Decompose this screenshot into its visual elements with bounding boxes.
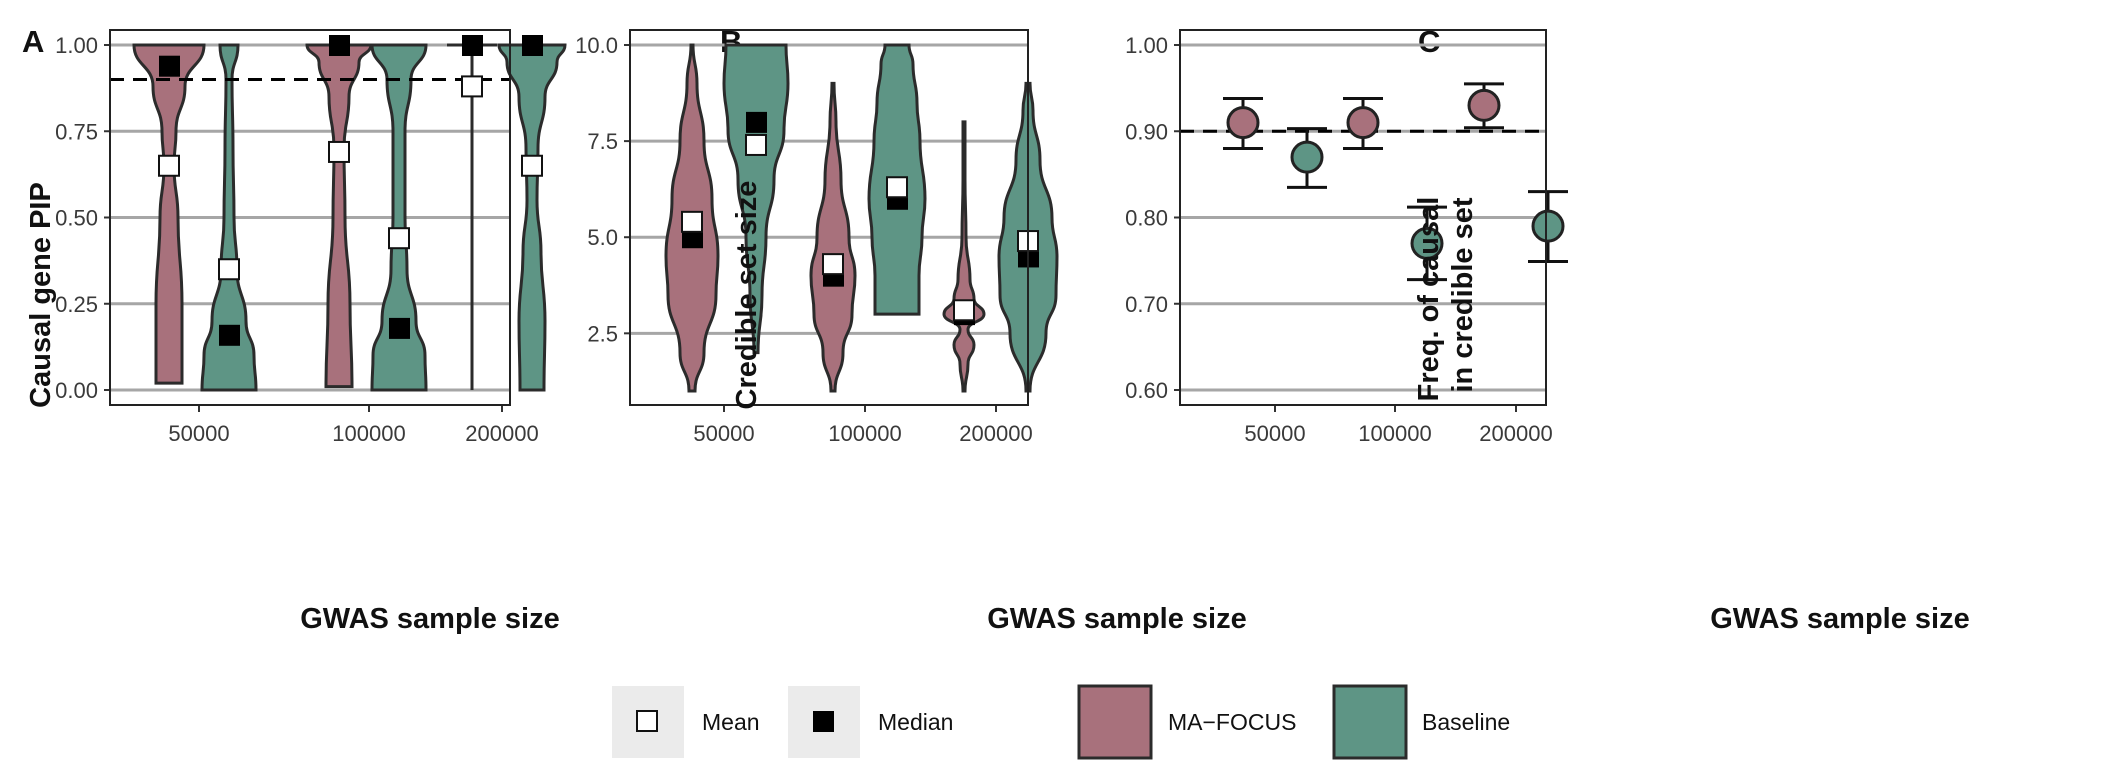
panel-c-ylabel: Freq. of causal in credible set — [1413, 189, 1479, 402]
legend-ma-focus-swatch — [1077, 684, 1153, 760]
panel-b-violin-baseline — [722, 43, 790, 355]
panel-c-xtick-label: 200000 — [1479, 421, 1552, 446]
panel-a-mean-point-ma-focus — [328, 140, 350, 163]
panel-c-ytick-label: 0.90 — [1125, 119, 1168, 144]
panel-c-point-ma-focus — [1226, 106, 1260, 140]
legend: Mean Median MA−FOCUS Baseline — [612, 684, 1510, 760]
mean-square-icon — [636, 710, 658, 732]
panel-c-ylabel-line2: in credible set — [1447, 197, 1479, 392]
legend-ma-focus-label: MA−FOCUS — [1168, 709, 1296, 735]
panel-a-xtick-label: 200000 — [465, 421, 538, 446]
panel-c-xlabel: GWAS sample size — [1710, 603, 1970, 635]
panel-a-ytick-label: 0.75 — [55, 119, 98, 144]
panel-c-xtick-label: 100000 — [1358, 421, 1431, 446]
panel-b-ylabel: Credible set size — [731, 181, 763, 410]
panel-a-mean-point-baseline — [388, 227, 410, 250]
panel-b-mean-point-ma-focus — [953, 299, 975, 322]
panel-a-mean-point-baseline — [218, 258, 240, 281]
panel-a-median-point-ma-focus — [462, 35, 483, 56]
panel-a-ytick-label: 0.25 — [55, 292, 98, 317]
panel-c-ytick-label: 0.70 — [1125, 292, 1168, 317]
panel-c-label: C — [1418, 24, 1440, 59]
panel-a-ylabel: Causal gene PIP — [25, 182, 57, 408]
panel-a-xtick-label: 50000 — [168, 421, 229, 446]
panel-c-ytick-label: 0.80 — [1125, 206, 1168, 231]
panel-b-median-point-baseline — [746, 111, 767, 133]
panel-a-median-point-baseline — [522, 35, 543, 56]
panel-b-mean-point-ma-focus — [822, 253, 844, 276]
panel-c-xtick-label: 50000 — [1244, 421, 1305, 446]
panel-b-xtick-label: 100000 — [828, 421, 901, 446]
panel-c-ylabel-line1: Freq. of causal — [1413, 197, 1445, 402]
panel-c-point-ma-focus — [1467, 88, 1501, 122]
panel-a-mean-point-ma-focus — [158, 154, 180, 177]
panel-a-frame — [109, 29, 511, 406]
median-square-icon — [813, 711, 834, 732]
panel-a-mean-point-baseline — [521, 154, 543, 177]
panel-a-xlabel: GWAS sample size — [300, 603, 560, 635]
panel-c-ytick-label: 1.00 — [1125, 33, 1168, 58]
panel-a-label: A — [22, 24, 44, 59]
panel-c-point-baseline — [1290, 140, 1324, 174]
panel-c-ytick-label: 0.60 — [1125, 378, 1168, 403]
panel-b-ytick-label: 10.0 — [575, 33, 618, 58]
legend-baseline-label: Baseline — [1422, 709, 1510, 735]
panel-c-freq-causal: 0.60 0.70 0.80 0.90 1.00 50000 100000 200000 — [1125, 29, 1568, 446]
panel-a-median-point-ma-focus — [159, 55, 180, 77]
panel-a-ytick-label: 1.00 — [55, 33, 98, 58]
legend-median-label: Median — [878, 709, 953, 735]
panel-a-violin-baseline — [200, 43, 258, 392]
panel-c-point-ma-focus — [1346, 106, 1380, 140]
panel-a-violin-baseline — [370, 43, 428, 392]
panel-a-ytick-label: 0.00 — [55, 378, 98, 403]
panel-b-violin-ma-focus — [809, 81, 857, 393]
panel-a-mean-point-ma-focus — [461, 75, 483, 98]
panel-c-point-baseline — [1531, 209, 1565, 243]
panel-b-ytick-label: 2.5 — [587, 321, 618, 346]
panel-b-mean-point-ma-focus — [681, 210, 703, 233]
legend-baseline-swatch — [1332, 684, 1408, 760]
panel-a-causal-gene-pip: 0.00 0.25 0.50 0.75 1.00 50000 100000 200000 — [55, 29, 567, 446]
panel-b-mean-point-baseline — [745, 133, 767, 156]
panel-a-violin-ma-focus — [305, 43, 373, 389]
panel-a-median-point-baseline — [389, 317, 410, 339]
panel-b-ytick-label: 7.5 — [587, 129, 618, 154]
panel-b-mean-point-baseline — [886, 176, 908, 199]
panel-a-median-point-baseline — [219, 324, 240, 346]
panel-b-xtick-label: 200000 — [959, 421, 1032, 446]
panel-a-xtick-label: 100000 — [332, 421, 405, 446]
panel-b-xlabel: GWAS sample size — [987, 603, 1247, 635]
panel-a-ytick-label: 0.50 — [55, 206, 98, 231]
panel-a-median-point-ma-focus — [329, 35, 350, 56]
panel-a-violin-ma-focus — [132, 43, 206, 385]
panel-b-ytick-label: 5.0 — [587, 225, 618, 250]
panel-b-frame — [629, 29, 1029, 406]
panel-b-violin-ma-focus — [942, 120, 986, 393]
panel-b-xtick-label: 50000 — [693, 421, 754, 446]
panel-c-point-baseline — [1410, 226, 1444, 260]
panel-b-credible-set-size: 2.5 5.0 7.5 10.0 50000 100000 200000 — [575, 29, 1059, 446]
legend-mean-label: Mean — [702, 709, 760, 735]
panel-c-frame — [1179, 29, 1547, 406]
